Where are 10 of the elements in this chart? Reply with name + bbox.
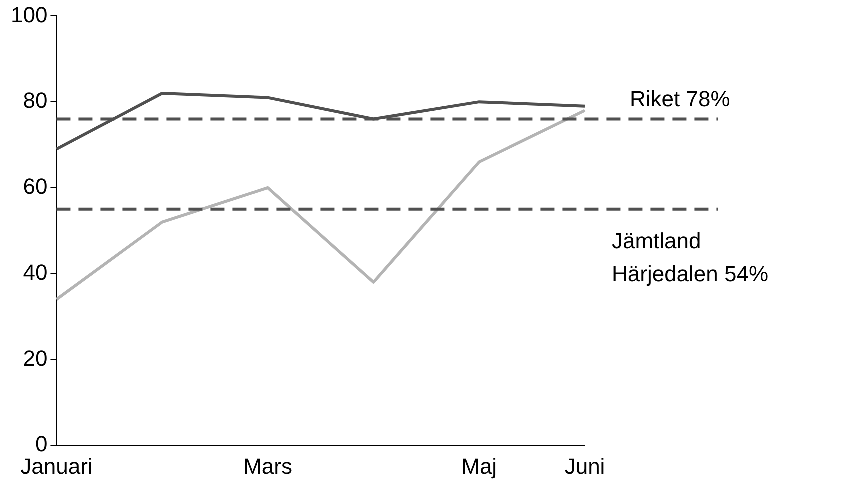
ref-line-label: Riket 78% (630, 86, 730, 112)
x-tick-label: Juni (564, 454, 606, 479)
ref-line-label: Jämtland Härjedalen 54% (612, 228, 769, 286)
y-tick-label: 20 (23, 346, 48, 371)
x-tick-label: Mars (244, 454, 292, 479)
y-tick-label: 80 (23, 88, 48, 114)
y-tick-label: 100 (10, 2, 48, 28)
x-tick-label: Maj (462, 454, 498, 479)
y-tick-label: 60 (23, 174, 48, 200)
y-tick-label: 40 (23, 260, 48, 285)
